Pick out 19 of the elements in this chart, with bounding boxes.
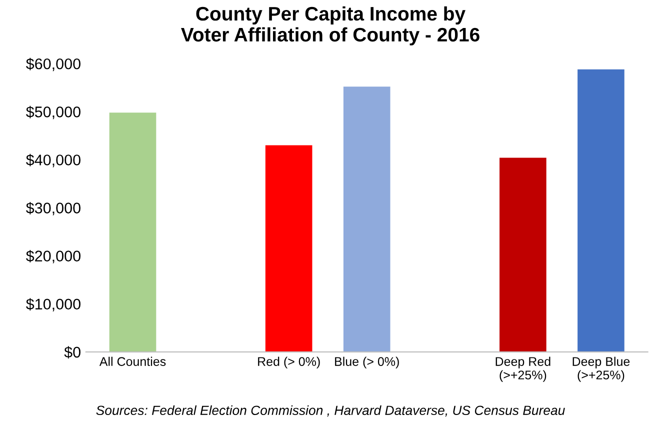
- y-tick-label: $10,000: [26, 298, 80, 312]
- x-tick-label: All Counties: [99, 356, 166, 366]
- y-tick-label: $50,000: [26, 106, 80, 120]
- bar: [578, 69, 624, 352]
- bar: [500, 158, 546, 352]
- y-tick-label: $30,000: [26, 202, 80, 216]
- y-tick-label: $20,000: [26, 250, 80, 264]
- y-tick-label: $40,000: [26, 154, 80, 168]
- source-note: Sources: Federal Election Commission , Harvard Dataverse, US Census Bureau: [96, 405, 565, 417]
- x-tick-label: Deep Red (>+25%): [496, 356, 550, 382]
- y-tick-label: $0: [64, 346, 80, 359]
- x-tick-label: Blue (> 0%): [335, 356, 399, 368]
- x-tick-label: Red (> 0%): [258, 356, 320, 368]
- bar: [343, 86, 390, 352]
- y-tick-label: $60,000: [26, 58, 80, 72]
- x-tick-label: Deep Blue (>+25%): [572, 356, 630, 382]
- bar: [265, 145, 312, 352]
- chart-title: County Per Capita Income by Voter Affiliation of County - 2016: [181, 6, 480, 46]
- bar: [109, 112, 156, 352]
